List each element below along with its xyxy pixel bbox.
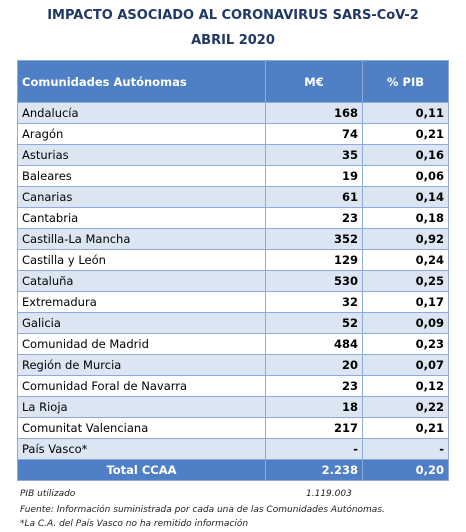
table-cell: La Rioja xyxy=(17,396,266,418)
table-cell: Región de Murcia xyxy=(17,354,266,376)
table-cell: 0,20 xyxy=(362,459,449,481)
table-row: Extremadura 32 0,17 xyxy=(17,291,449,313)
table-row: Aragón 74 0,21 xyxy=(17,123,449,145)
table-cell: 217 xyxy=(265,417,363,439)
subtitle: ABRIL 2020 xyxy=(191,33,275,48)
table-cell: 20 xyxy=(265,354,363,376)
table-cell: Extremadura xyxy=(17,291,266,313)
table-cell: Comunitat Valenciana xyxy=(17,417,266,439)
table-row: Cataluña 530 0,25 xyxy=(17,270,449,292)
table-cell: 35 xyxy=(265,144,363,166)
table-cell: Cataluña xyxy=(17,270,266,292)
table-cell: 0,24 xyxy=(362,249,449,271)
table: Comunidades Autónomas M€ % PIB Andalucía… xyxy=(17,60,449,481)
table-cell: 0,23 xyxy=(362,333,449,355)
table-cell: 0,17 xyxy=(362,291,449,313)
table-cell: 0,21 xyxy=(362,417,449,439)
pib-label: PIB utilizado xyxy=(20,489,76,499)
table-cell: - xyxy=(265,438,363,460)
column-header: % PIB xyxy=(362,60,449,103)
table-cell: 52 xyxy=(265,312,363,334)
table-cell: 352 xyxy=(265,228,363,250)
table-cell: 32 xyxy=(265,291,363,313)
table-cell: 0,14 xyxy=(362,186,449,208)
table-cell: 168 xyxy=(265,102,363,124)
table-row: Andalucía 168 0,11 xyxy=(17,102,449,124)
table-cell: 2.238 xyxy=(265,459,363,481)
column-header: Comunidades Autónomas xyxy=(17,60,266,103)
table-cell: 74 xyxy=(265,123,363,145)
table-cell: Canarias xyxy=(17,186,266,208)
table-cell: Galicia xyxy=(17,312,266,334)
table-cell: 0,25 xyxy=(362,270,449,292)
table-row: País Vasco* - - xyxy=(17,438,449,460)
table-cell: Total CCAA xyxy=(17,459,266,481)
title: IMPACTO ASOCIADO AL CORONAVIRUS SARS-CoV… xyxy=(47,8,419,23)
table-cell: 23 xyxy=(265,207,363,229)
table-cell: 0,16 xyxy=(362,144,449,166)
table-cell: 61 xyxy=(265,186,363,208)
table-cell: 0,12 xyxy=(362,375,449,397)
table-cell: 484 xyxy=(265,333,363,355)
table-cell: Baleares xyxy=(17,165,266,187)
table-cell: Castilla y León xyxy=(17,249,266,271)
pib-value: 1.119.003 xyxy=(306,489,352,499)
table-cell: Andalucía xyxy=(17,102,266,124)
table-cell: Comunidad Foral de Navarra xyxy=(17,375,266,397)
table-cell: 19 xyxy=(265,165,363,187)
table-cell: 0,21 xyxy=(362,123,449,145)
table-row: Cantabria 23 0,18 xyxy=(17,207,449,229)
table-cell: 0,06 xyxy=(362,165,449,187)
table-cell: Asturias xyxy=(17,144,266,166)
table-cell: Castilla-La Mancha xyxy=(17,228,266,250)
table-cell: 23 xyxy=(265,375,363,397)
table-cell: 0,22 xyxy=(362,396,449,418)
table-cell: Comunidad de Madrid xyxy=(17,333,266,355)
table-row: Canarias 61 0,14 xyxy=(17,186,449,208)
table-cell: 0,11 xyxy=(362,102,449,124)
table-cell: Aragón xyxy=(17,123,266,145)
table-row: Galicia 52 0,09 xyxy=(17,312,449,334)
table-cell: País Vasco* xyxy=(17,438,266,460)
table-row: Castilla-La Mancha 352 0,92 xyxy=(17,228,449,250)
table-cell: 0,09 xyxy=(362,312,449,334)
table-row: Comunitat Valenciana 217 0,21 xyxy=(17,417,449,439)
table-cell: 129 xyxy=(265,249,363,271)
table-cell: 18 xyxy=(265,396,363,418)
table-row: Comunidad Foral de Navarra 23 0,12 xyxy=(17,375,449,397)
table-cell: 530 xyxy=(265,270,363,292)
table-cell: 0,07 xyxy=(362,354,449,376)
table-row: Baleares 19 0,06 xyxy=(17,165,449,187)
table-row: Comunidad de Madrid 484 0,23 xyxy=(17,333,449,355)
note: *La C.A. del País Vasco no ha remitido i… xyxy=(20,519,249,529)
table-row: Asturias 35 0,16 xyxy=(17,144,449,166)
table-cell: 0,18 xyxy=(362,207,449,229)
table-cell: Cantabria xyxy=(17,207,266,229)
table-cell: 0,92 xyxy=(362,228,449,250)
table-row: La Rioja 18 0,22 xyxy=(17,396,449,418)
column-header: M€ xyxy=(265,60,363,103)
table-row: Castilla y León 129 0,24 xyxy=(17,249,449,271)
table-cell: - xyxy=(362,438,449,460)
table-row: Región de Murcia 20 0,07 xyxy=(17,354,449,376)
source: Fuente: Información suministrada por cad… xyxy=(20,505,385,515)
table-row: Total CCAA 2.238 0,20 xyxy=(17,459,449,481)
